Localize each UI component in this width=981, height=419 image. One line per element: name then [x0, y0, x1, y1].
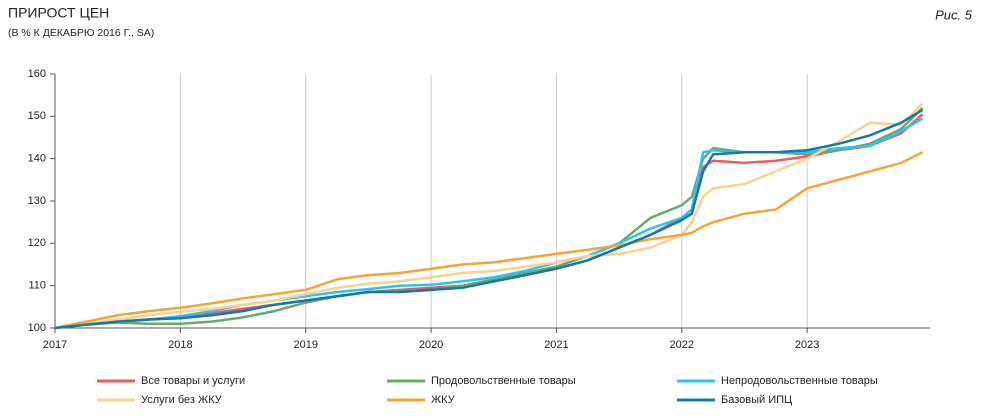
x-tick-label: 2020: [419, 339, 443, 351]
y-tick-label: 140: [28, 153, 46, 165]
x-tick-label: 2021: [544, 339, 568, 351]
chart-title: ПРИРОСТ ЦЕН: [8, 5, 109, 21]
series-line: [54, 108, 924, 330]
x-tick-label: 2018: [168, 339, 192, 351]
y-tick-label: 160: [28, 68, 46, 80]
legend-label: Базовый ИПЦ: [721, 394, 792, 406]
x-tick-label: 2019: [293, 339, 317, 351]
legend-label: Непродовольственные товары: [721, 375, 878, 387]
series-line: [54, 102, 924, 330]
x-tick-label: 2023: [795, 339, 819, 351]
series-line: [54, 113, 924, 330]
series-line: [54, 107, 924, 330]
legend-label: Услуги без ЖКУ: [141, 394, 223, 406]
y-tick-label: 100: [28, 322, 46, 334]
figure-label: Рис. 5: [935, 7, 973, 22]
y-tick-label: 120: [28, 237, 46, 249]
x-tick-label: 2022: [670, 339, 694, 351]
legend-label: Продовольственные товары: [431, 375, 576, 387]
series-line: [54, 117, 924, 330]
x-tick-label: 2017: [43, 339, 67, 351]
y-tick-label: 130: [28, 195, 46, 207]
y-tick-label: 110: [28, 280, 46, 292]
chart-subtitle: (В % К ДЕКАБРЮ 2016 Г., SA): [8, 27, 154, 39]
series-line: [54, 151, 924, 330]
y-tick-label: 150: [28, 110, 46, 122]
legend-label: Все товары и услуги: [141, 375, 245, 387]
legend-label: ЖКУ: [431, 394, 456, 406]
